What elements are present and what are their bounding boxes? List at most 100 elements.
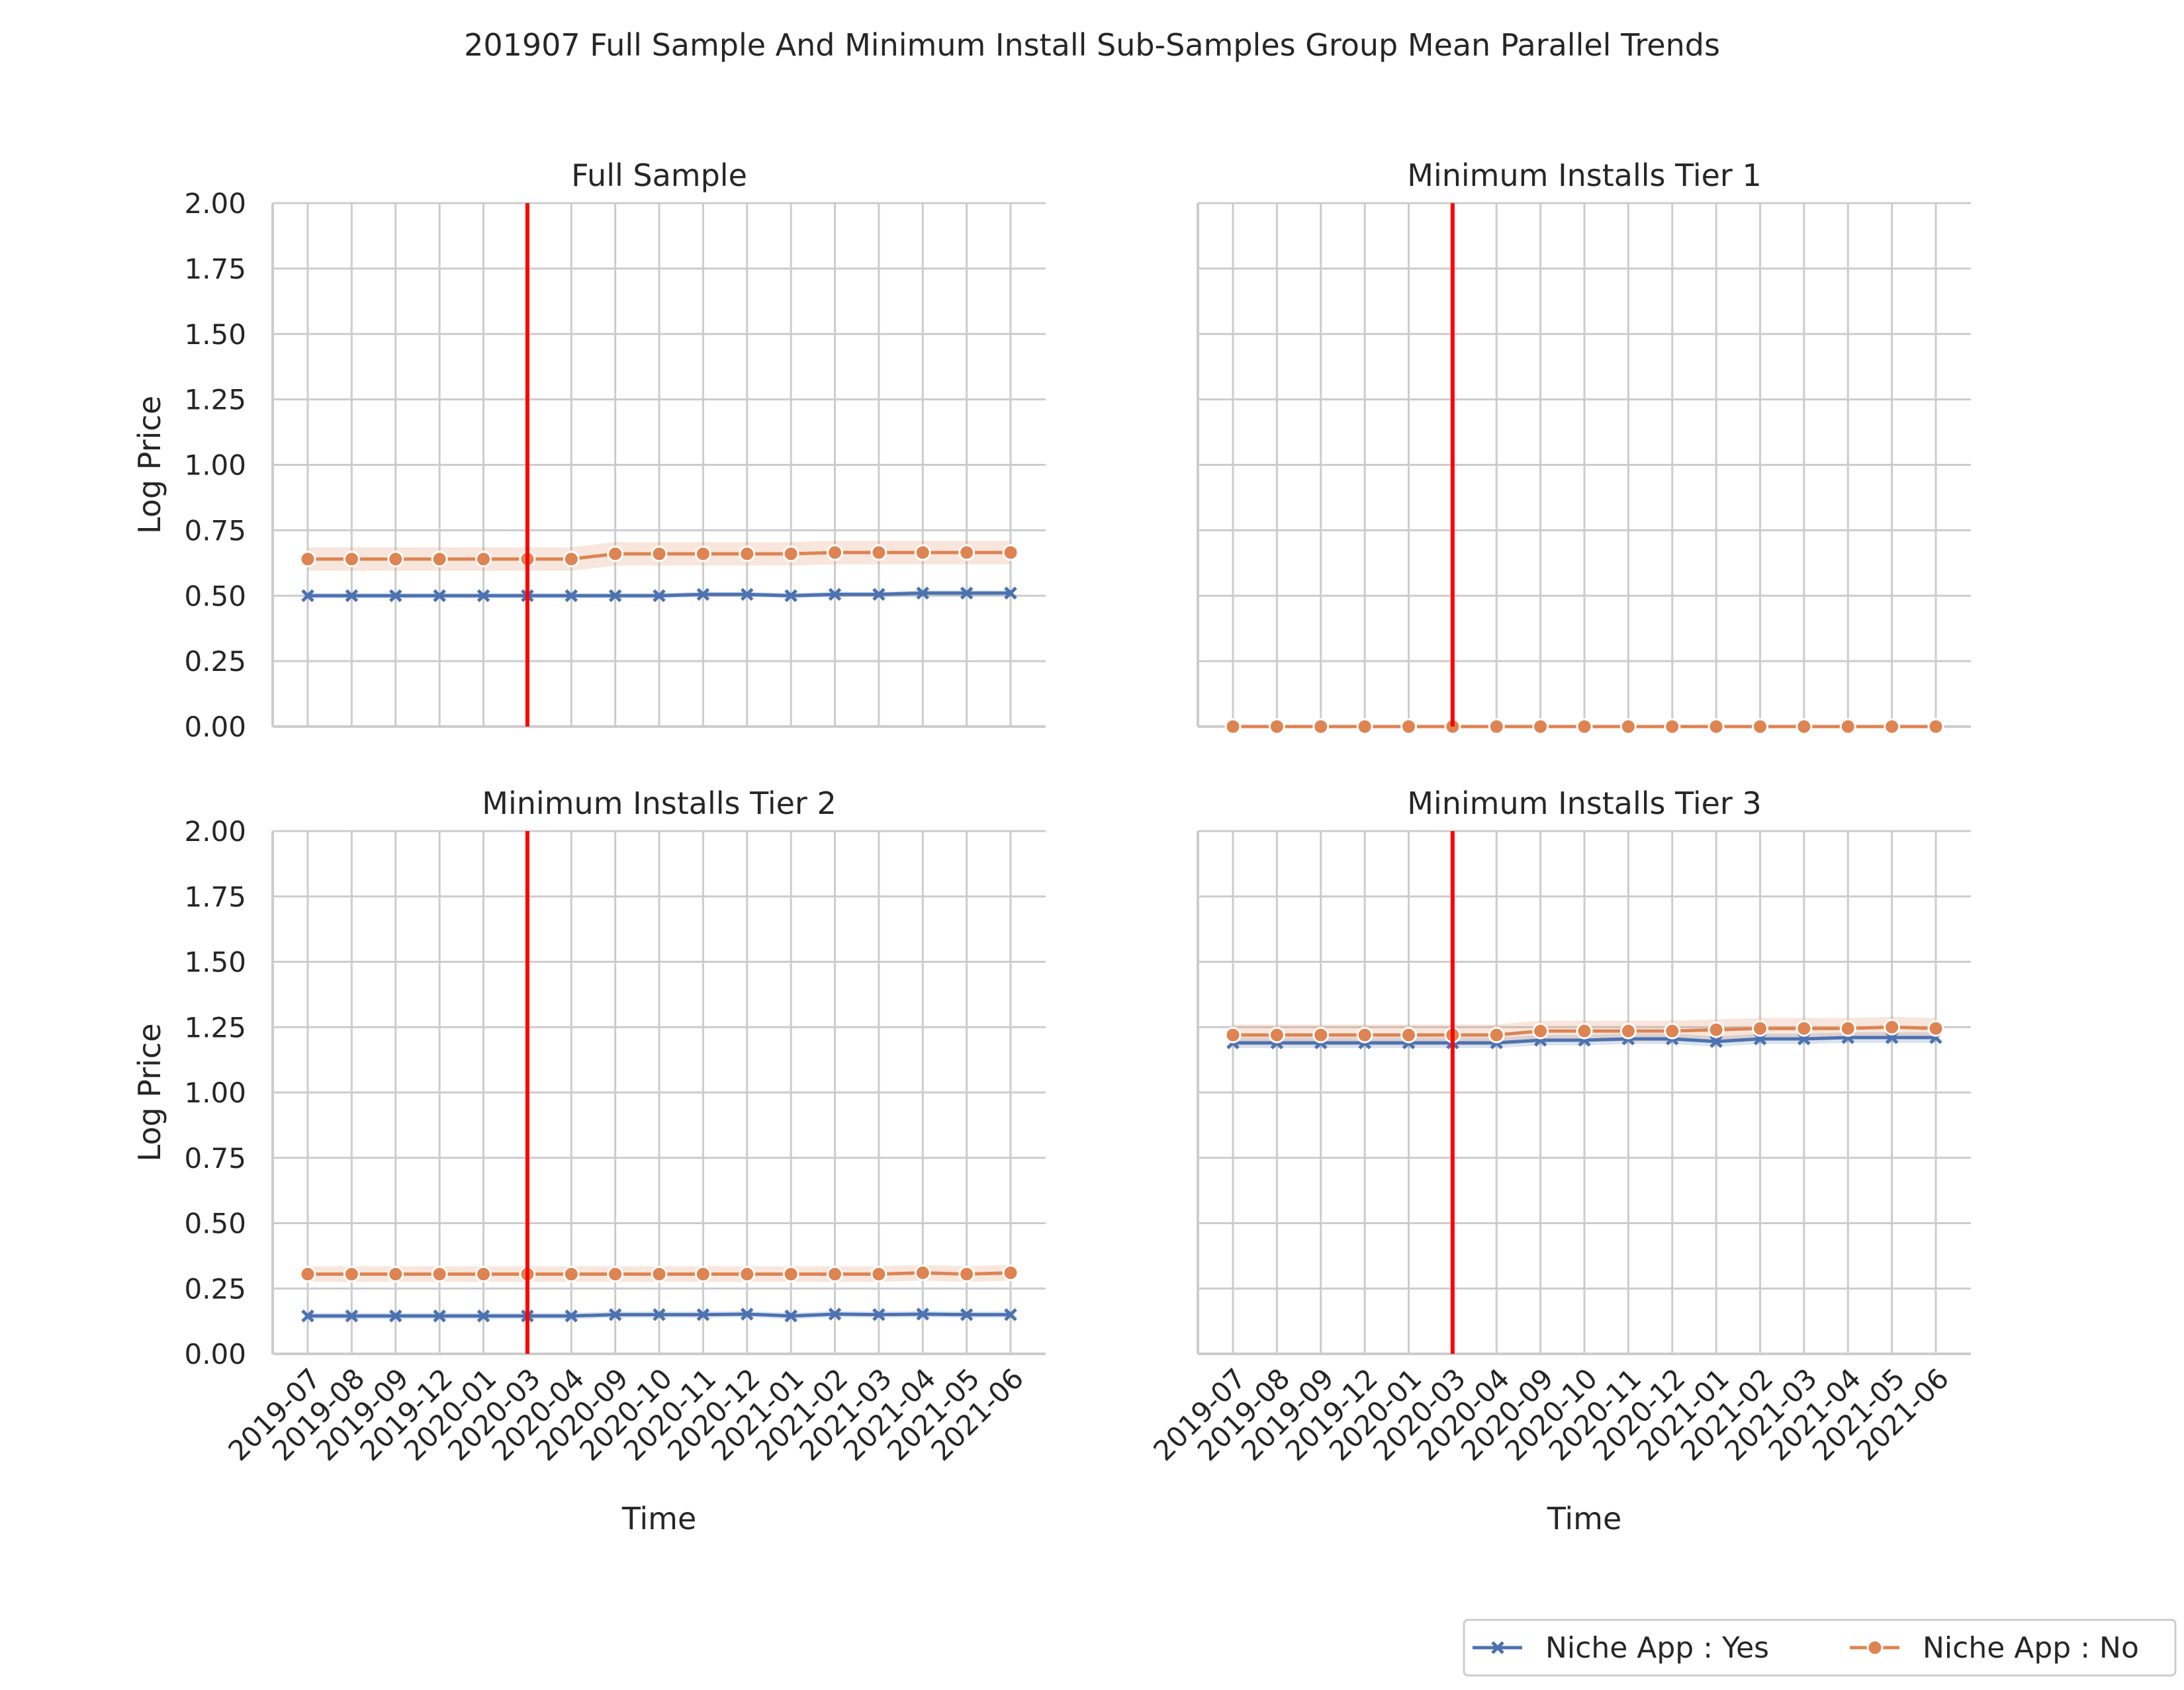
y-tick-label: 1.50 (184, 318, 246, 351)
data-point-circle (870, 544, 887, 561)
data-point-circle (1002, 1265, 1019, 1282)
data-point-circle (914, 1265, 931, 1282)
data-point-x-marker (916, 586, 930, 600)
marker-stroke (960, 1308, 974, 1321)
marker-stroke (696, 1308, 710, 1321)
data-point-x-marker (696, 1308, 710, 1321)
data-point-circle (343, 551, 360, 568)
marker-stroke (784, 1309, 797, 1323)
data-point-circle (1839, 1020, 1856, 1037)
y-tick-label: 1.50 (184, 946, 246, 979)
data-point-x-marker (872, 1308, 886, 1321)
data-point-circle (1752, 718, 1768, 735)
marker-stroke (1004, 1308, 1017, 1321)
data-point-x-marker (565, 589, 578, 603)
data-point-circle (1312, 718, 1330, 735)
data-point-circle (1488, 718, 1505, 735)
data-point-circle (1002, 544, 1019, 561)
marker-stroke (565, 1309, 578, 1323)
data-point-circle (475, 1266, 492, 1283)
data-point-circle (870, 1266, 887, 1283)
legend-item-1: Niche App : Yes (1473, 1631, 1769, 1665)
chart-panel-4: Minimum Installs Tier 32019-072019-08201… (1147, 785, 1971, 1536)
marker-stroke (740, 588, 754, 601)
data-point-circle (1927, 1020, 1944, 1037)
marker-stroke (388, 589, 402, 603)
marker-stroke (916, 586, 930, 600)
data-point-circle (607, 1266, 624, 1283)
data-point-circle (782, 545, 799, 562)
marker-stroke (828, 1308, 842, 1321)
data-point-circle (1752, 1020, 1768, 1037)
data-point-circle (651, 1266, 668, 1283)
marker-stroke (653, 1308, 666, 1321)
y-tick-label: 1.25 (184, 1011, 246, 1044)
y-tick-label: 1.00 (184, 1077, 246, 1109)
data-point-circle (1664, 718, 1681, 735)
data-point-x-marker (1004, 1308, 1017, 1321)
data-point-circle (1400, 1026, 1417, 1044)
y-tick-label: 0.50 (184, 580, 246, 612)
data-point-circle (299, 551, 316, 568)
data-point-circle (1619, 1022, 1637, 1040)
marker-stroke (872, 1308, 886, 1321)
data-point-x-marker (301, 589, 314, 603)
data-point-circle (694, 1266, 711, 1283)
data-point-x-marker (828, 588, 842, 601)
data-point-circle (958, 1266, 976, 1283)
data-point-circle (1224, 1026, 1242, 1044)
legend-label: Niche App : No (1923, 1631, 2139, 1665)
data-point-circle (739, 545, 756, 562)
panel-title: Full Sample (571, 157, 747, 193)
legend-label: Niche App : Yes (1545, 1631, 1769, 1665)
data-point-circle (563, 1266, 580, 1283)
data-point-circle (827, 1266, 843, 1283)
marker-stroke (653, 589, 666, 603)
data-point-x-marker (696, 588, 710, 601)
data-point-x-marker (872, 588, 886, 601)
chart-panel-1: Full Sample 0.00 0.25 0.50 0.75 1.00 1.25 1.50 1… (132, 157, 1046, 743)
marker-stroke (916, 1308, 930, 1321)
marker-stroke (477, 1309, 490, 1323)
marker-stroke (477, 589, 490, 603)
data-point-circle (958, 544, 976, 561)
data-point-circle (1619, 718, 1637, 735)
legend: Niche App : Yes Niche App : No (1463, 1619, 2177, 1677)
data-point-circle (1884, 1018, 1901, 1036)
data-point-x-marker (477, 589, 490, 603)
marker-stroke (696, 588, 710, 601)
data-point-circle (1488, 1026, 1505, 1044)
y-tick-label: 0.25 (184, 1272, 246, 1305)
data-point-x-marker (608, 589, 622, 603)
data-point-x-marker (784, 589, 797, 603)
data-point-circle (1927, 718, 1944, 735)
data-point-circle (431, 551, 448, 568)
chart-panels: Full Sample 0.00 0.25 0.50 0.75 1.00 1.25 1.50 1… (132, 157, 1971, 1536)
data-point-x-marker (960, 1308, 974, 1321)
data-point-circle (1268, 718, 1285, 735)
data-point-x-marker (477, 1309, 490, 1323)
data-point-circle (1707, 1021, 1725, 1038)
data-point-circle (563, 551, 580, 568)
data-point-x-marker (740, 588, 754, 601)
data-point-circle (607, 545, 624, 562)
marker-stroke (565, 589, 578, 603)
data-point-circle (782, 1266, 799, 1283)
chart-panel-2: Minimum Installs Tier 1 (1197, 157, 1971, 735)
data-point-x-marker (653, 589, 666, 603)
panel-title: Minimum Installs Tier 2 (482, 785, 836, 821)
data-point-x-marker (388, 589, 402, 603)
panel-title: Minimum Installs Tier 3 (1407, 785, 1761, 821)
data-point-x-marker (608, 1308, 622, 1321)
marker-stroke (784, 589, 797, 603)
data-point-x-marker (345, 1309, 359, 1323)
data-point-circle (1707, 718, 1725, 735)
y-tick-label: 1.75 (184, 881, 246, 913)
legend-box (1463, 1619, 2177, 1677)
y-axis-label: Log Price (132, 1024, 167, 1162)
y-tick-label: 0.00 (184, 1338, 246, 1370)
data-point-x-marker (345, 589, 359, 603)
data-point-x-marker (433, 589, 446, 603)
panel-title: Minimum Installs Tier 1 (1407, 157, 1761, 193)
data-point-circle (1576, 1022, 1593, 1040)
